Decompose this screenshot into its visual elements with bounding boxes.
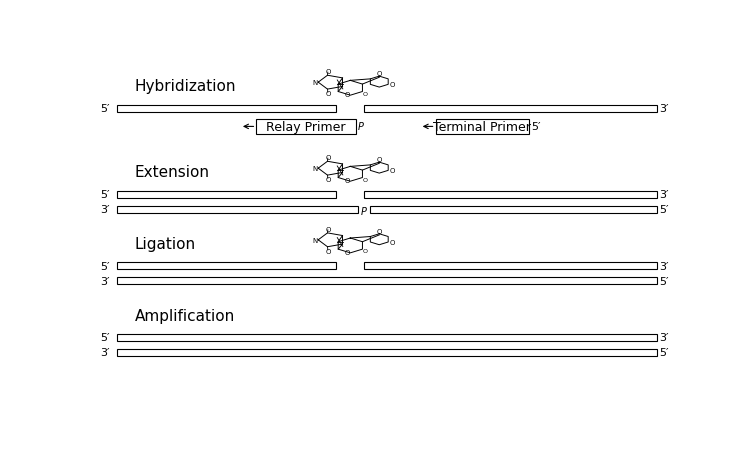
Text: O: O (326, 69, 331, 75)
Text: O: O (363, 91, 367, 96)
Bar (117, 263, 337, 270)
Text: 3′: 3′ (100, 276, 109, 286)
Text: O: O (363, 177, 367, 182)
Text: 3′: 3′ (660, 261, 669, 271)
Bar (364, 191, 657, 198)
Text: Amplification: Amplification (135, 308, 235, 323)
Text: O: O (389, 168, 395, 174)
Bar (117, 349, 657, 356)
Text: 5′: 5′ (660, 348, 669, 357)
Bar (364, 106, 657, 112)
Bar (435, 120, 529, 135)
Text: O: O (389, 82, 395, 88)
Text: O: O (326, 248, 331, 254)
Text: O: O (326, 155, 331, 161)
Text: N: N (312, 238, 318, 243)
Text: 5′: 5′ (100, 104, 109, 114)
Text: O: O (389, 239, 395, 245)
Text: 3′: 3′ (660, 104, 669, 114)
Text: Extension: Extension (135, 165, 210, 179)
Text: 5′: 5′ (100, 333, 109, 343)
Text: O: O (326, 177, 331, 182)
Text: 5′: 5′ (531, 122, 541, 132)
Bar (364, 263, 657, 270)
Text: O: O (326, 227, 331, 233)
Text: Terminal Primer: Terminal Primer (433, 121, 531, 134)
Text: Relay Primer: Relay Primer (267, 121, 346, 134)
Bar (370, 206, 657, 213)
Text: N: N (312, 166, 318, 172)
Text: O: O (376, 157, 382, 162)
Bar (117, 106, 337, 112)
Bar (256, 120, 355, 135)
Bar (117, 278, 657, 285)
Text: O: O (376, 71, 382, 77)
Text: 3′: 3′ (100, 205, 109, 215)
Text: 3′: 3′ (660, 190, 669, 200)
Text: Ligation: Ligation (135, 236, 196, 251)
Text: 5′: 5′ (100, 190, 109, 200)
Text: N: N (312, 80, 318, 86)
Bar (117, 206, 358, 213)
Text: O: O (326, 91, 331, 97)
Text: O: O (376, 228, 382, 234)
Text: 3′: 3′ (100, 348, 109, 357)
Text: Hybridization: Hybridization (135, 79, 236, 94)
Text: 3′: 3′ (660, 333, 669, 343)
Text: O: O (345, 177, 350, 183)
Text: O: O (345, 249, 350, 255)
Text: P: P (360, 206, 366, 216)
Text: O: O (363, 249, 367, 254)
Bar (117, 191, 337, 198)
Text: 5′: 5′ (660, 205, 669, 215)
Text: 5′: 5′ (100, 261, 109, 271)
Bar (117, 334, 657, 341)
Text: 5′: 5′ (660, 276, 669, 286)
Text: P: P (358, 122, 364, 132)
Text: O: O (345, 92, 350, 98)
